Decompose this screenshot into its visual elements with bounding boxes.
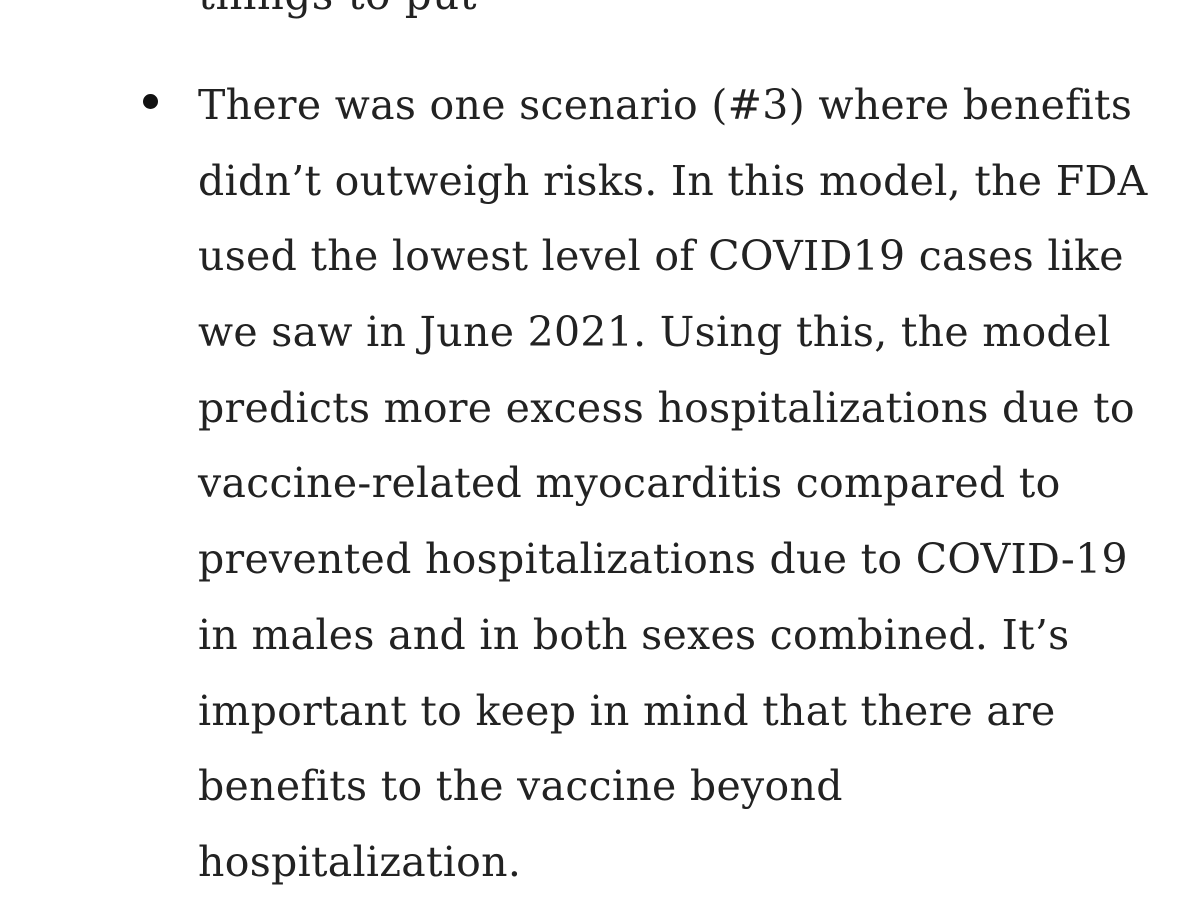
bullet-point-icon bbox=[143, 94, 158, 109]
paragraph-line-9: important to keep in mind that there are bbox=[198, 686, 1056, 735]
paragraph-line-1: There was one scenario (#3) where benefi… bbox=[198, 81, 1133, 129]
paragraph-line-7: prevented hospitalizations due to COVID-… bbox=[198, 535, 1128, 584]
paragraph-line-2: didn’t outweigh risks. In this model, th… bbox=[198, 156, 1148, 205]
paragraph-line-3: used the lowest level of COVID19 cases l… bbox=[198, 232, 1124, 281]
paragraph-line-11: hospitalization. bbox=[198, 837, 522, 886]
bullet-paragraph: There was one scenario (#3) where benefi… bbox=[198, 68, 1148, 901]
paragraph-line-8: in males and in both sexes combined. It’… bbox=[198, 610, 1070, 659]
paragraph-line-4: we saw in June 2021. Using this, the mod… bbox=[198, 308, 1111, 357]
paragraph-line-6: vaccine-related myocarditis compared to bbox=[198, 459, 1061, 508]
paragraph-line-10: benefits to the vaccine beyond bbox=[198, 762, 843, 811]
paragraph-line-5: predicts more excess hospitalizations du… bbox=[198, 383, 1135, 432]
cut-off-previous-line: things to put bbox=[198, 0, 477, 32]
